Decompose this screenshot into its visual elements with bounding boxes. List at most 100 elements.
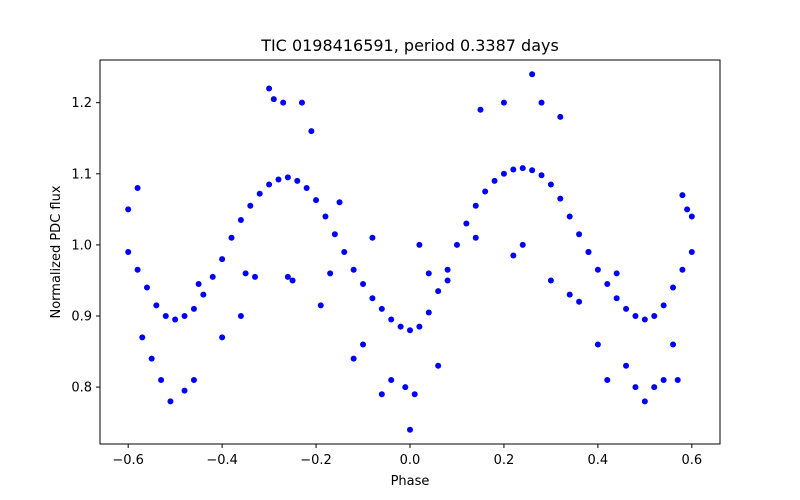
y-tick-label: 1.2 [71,96,92,111]
data-point [143,284,150,291]
data-point [566,213,573,220]
data-point [538,99,545,106]
data-point [360,341,367,348]
data-point [294,177,301,184]
data-point [284,174,291,181]
data-point [350,355,357,362]
y-tick-label: 1.0 [71,238,92,253]
data-point [500,170,507,177]
data-point [679,192,686,199]
data-point [181,313,188,319]
x-tick-label: −0.6 [112,453,144,468]
data-point [632,384,639,391]
data-point [613,295,620,302]
data-point [256,190,263,197]
data-point [369,234,376,241]
data-point [350,266,357,273]
data-point [557,195,564,202]
data-point [317,302,324,309]
data-point [604,377,611,383]
data-point [688,249,695,255]
data-point [242,270,249,277]
data-point [594,341,601,348]
data-point [237,217,244,223]
data-point [289,277,296,284]
data-point [407,426,413,433]
chart-title: TIC 0198416591, period 0.3387 days [260,36,559,55]
data-point [247,202,254,209]
data-point [134,185,141,191]
data-point [444,266,451,273]
data-point [538,172,545,179]
data-point [623,305,630,312]
data-point [411,391,418,398]
data-point [172,316,179,323]
data-point [529,71,536,78]
data-point [674,377,681,383]
data-point [252,273,258,280]
data-point [280,99,287,106]
y-axis-label: Normalized PDC flux [49,185,64,318]
data-point [298,99,305,106]
data-point [125,249,132,255]
data-point [613,270,620,277]
x-tick-label: 0.4 [588,453,609,468]
data-point [308,128,315,135]
data-point [388,316,395,323]
data-point [284,273,291,280]
data-point [369,295,376,302]
data-point [125,206,132,213]
data-point [688,213,695,220]
data-point [190,377,197,383]
data-points [125,71,695,433]
y-tick-label: 1.1 [71,167,92,182]
data-point [519,241,526,248]
data-point [670,284,677,291]
data-point [200,291,207,298]
data-point [482,188,489,195]
data-point [651,313,658,319]
data-point [651,384,658,391]
data-point [190,305,197,312]
x-axis-label: Phase [391,474,430,489]
data-point [181,387,188,394]
data-point [463,220,470,227]
data-point [435,362,442,369]
data-point [435,288,442,295]
x-axis-ticks: −0.6 −0.4 −0.2 0.0 0.2 0.4 0.6 [112,444,702,468]
data-point [519,165,526,172]
data-point [425,309,432,316]
data-point [416,323,423,330]
data-point [510,166,517,173]
data-point [510,252,517,259]
data-point [444,277,451,284]
data-point [139,334,146,341]
data-point [585,249,592,255]
data-point [547,181,554,188]
data-point [162,313,169,319]
data-point [416,241,423,248]
x-tick-label: 0.6 [681,453,702,468]
data-point [219,334,226,341]
data-point [148,355,155,362]
data-point [641,398,648,405]
data-point [632,313,639,319]
data-point [303,185,310,191]
data-point [378,305,385,312]
data-point [134,266,141,273]
x-tick-label: 0.2 [494,453,515,468]
data-point [529,167,536,174]
data-point [228,234,235,241]
data-point [341,249,348,255]
data-point [576,231,583,238]
data-point [660,302,667,309]
data-point [266,85,273,92]
data-point [275,176,282,183]
data-point [219,256,226,263]
data-point [604,281,611,287]
y-tick-label: 0.8 [71,381,92,396]
data-point [641,316,648,323]
data-point [670,341,677,348]
data-point [472,202,479,209]
